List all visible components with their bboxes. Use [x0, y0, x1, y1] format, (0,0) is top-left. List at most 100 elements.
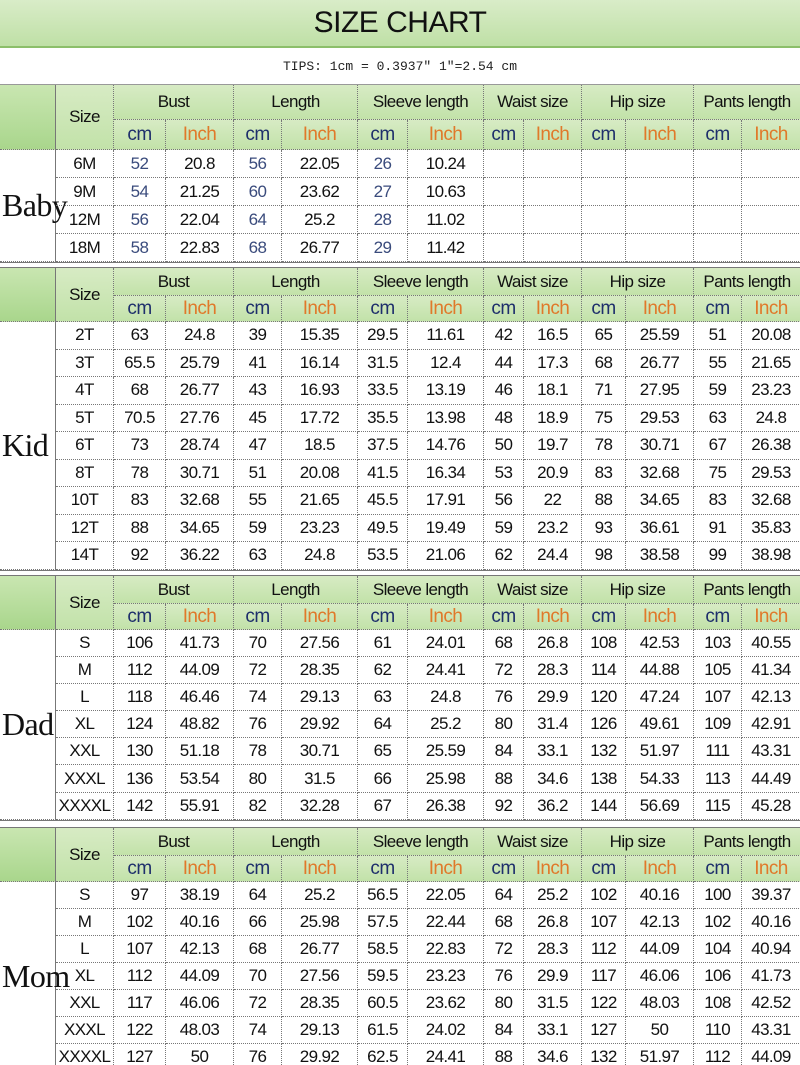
value-cell: 27.76	[166, 404, 234, 432]
value-cell: 33.1	[524, 738, 582, 766]
value-cell: 40.94	[742, 936, 800, 963]
value-cell: 53.54	[166, 765, 234, 793]
value-cell: 73	[114, 432, 166, 460]
value-cell: 63	[694, 404, 742, 432]
value-cell: 25.59	[408, 738, 484, 766]
value-cell: 20.08	[282, 459, 358, 487]
value-cell: 115	[694, 792, 742, 820]
unit-header: cm	[114, 296, 166, 322]
size-header: Size	[56, 576, 114, 630]
group-header: Length	[234, 268, 358, 296]
value-cell: 42.53	[626, 630, 694, 658]
section-label: Dad	[0, 630, 56, 820]
value-cell: 66	[358, 765, 408, 793]
value-cell: 91	[694, 514, 742, 542]
value-cell: 97	[114, 882, 166, 909]
unit-header: Inch	[282, 120, 358, 150]
unit-header: Inch	[626, 856, 694, 882]
value-cell: 23.23	[408, 963, 484, 990]
value-cell: 113	[694, 765, 742, 793]
value-cell: 71	[582, 377, 626, 405]
value-cell: 74	[234, 1017, 282, 1044]
empty-cell	[694, 150, 742, 178]
value-cell: 27.56	[282, 630, 358, 658]
value-cell: 105	[694, 657, 742, 685]
size-cell: 6M	[56, 150, 114, 178]
unit-header: cm	[358, 120, 408, 150]
value-cell: 44	[484, 349, 524, 377]
value-cell: 55	[694, 349, 742, 377]
value-cell: 18.1	[524, 377, 582, 405]
unit-header: cm	[694, 856, 742, 882]
value-cell: 42.13	[626, 909, 694, 936]
value-cell: 21.25	[166, 178, 234, 206]
value-cell: 78	[114, 459, 166, 487]
value-cell: 53	[484, 459, 524, 487]
value-cell: 76	[234, 711, 282, 739]
value-cell: 18.9	[524, 404, 582, 432]
value-cell: 68	[234, 936, 282, 963]
size-cell: L	[56, 684, 114, 712]
value-cell: 41.73	[166, 630, 234, 658]
value-cell: 26.8	[524, 909, 582, 936]
value-cell: 25.79	[166, 349, 234, 377]
size-header: Size	[56, 268, 114, 322]
value-cell: 104	[694, 936, 742, 963]
group-header: Sleeve length	[358, 828, 484, 856]
value-cell: 29.53	[742, 460, 800, 487]
value-cell: 88	[582, 487, 626, 515]
value-cell: 132	[582, 738, 626, 766]
value-cell: 29.92	[282, 711, 358, 739]
size-cell: M	[56, 909, 114, 936]
value-cell: 10.24	[408, 150, 484, 178]
value-cell: 25.2	[282, 882, 358, 909]
unit-header: Inch	[626, 120, 694, 150]
value-cell: 26.77	[282, 234, 358, 262]
value-cell: 108	[694, 990, 742, 1017]
value-cell: 75	[582, 404, 626, 432]
value-cell: 64	[358, 711, 408, 739]
value-cell: 40.16	[626, 882, 694, 909]
value-cell: 45.28	[742, 793, 800, 820]
unit-header: Inch	[282, 856, 358, 882]
value-cell: 12.4	[408, 349, 484, 377]
unit-header: Inch	[282, 604, 358, 630]
value-cell: 26.77	[626, 349, 694, 377]
value-cell: 27.95	[626, 377, 694, 405]
unit-header: cm	[114, 604, 166, 630]
value-cell: 24.8	[408, 684, 484, 712]
value-cell: 107	[114, 936, 166, 963]
value-cell: 41.5	[358, 459, 408, 487]
value-cell: 19.49	[408, 514, 484, 542]
unit-header: Inch	[166, 604, 234, 630]
empty-cell	[524, 150, 582, 178]
unit-header: cm	[582, 856, 626, 882]
size-cell: XXXL	[56, 1017, 114, 1044]
value-cell: 23.2	[524, 514, 582, 542]
value-cell: 75	[694, 459, 742, 487]
unit-header: cm	[484, 856, 524, 882]
value-cell: 40.16	[742, 909, 800, 936]
unit-header: Inch	[408, 604, 484, 630]
value-cell: 56	[484, 487, 524, 515]
unit-header: cm	[694, 604, 742, 630]
value-cell: 28.35	[282, 657, 358, 685]
value-cell: 51	[234, 459, 282, 487]
value-cell: 103	[694, 630, 742, 658]
value-cell: 120	[582, 684, 626, 712]
value-cell: 78	[234, 738, 282, 766]
value-cell: 82	[234, 792, 282, 820]
value-cell: 32.68	[166, 487, 234, 515]
value-cell: 64	[234, 882, 282, 909]
value-cell: 15.35	[282, 322, 358, 350]
value-cell: 46.46	[166, 684, 234, 712]
value-cell: 74	[234, 684, 282, 712]
unit-header: cm	[694, 296, 742, 322]
empty-cell	[582, 206, 626, 234]
value-cell: 51.97	[626, 738, 694, 766]
value-cell: 36.61	[626, 514, 694, 542]
value-cell: 67	[358, 792, 408, 820]
value-cell: 106	[114, 630, 166, 658]
unit-header: cm	[694, 120, 742, 150]
